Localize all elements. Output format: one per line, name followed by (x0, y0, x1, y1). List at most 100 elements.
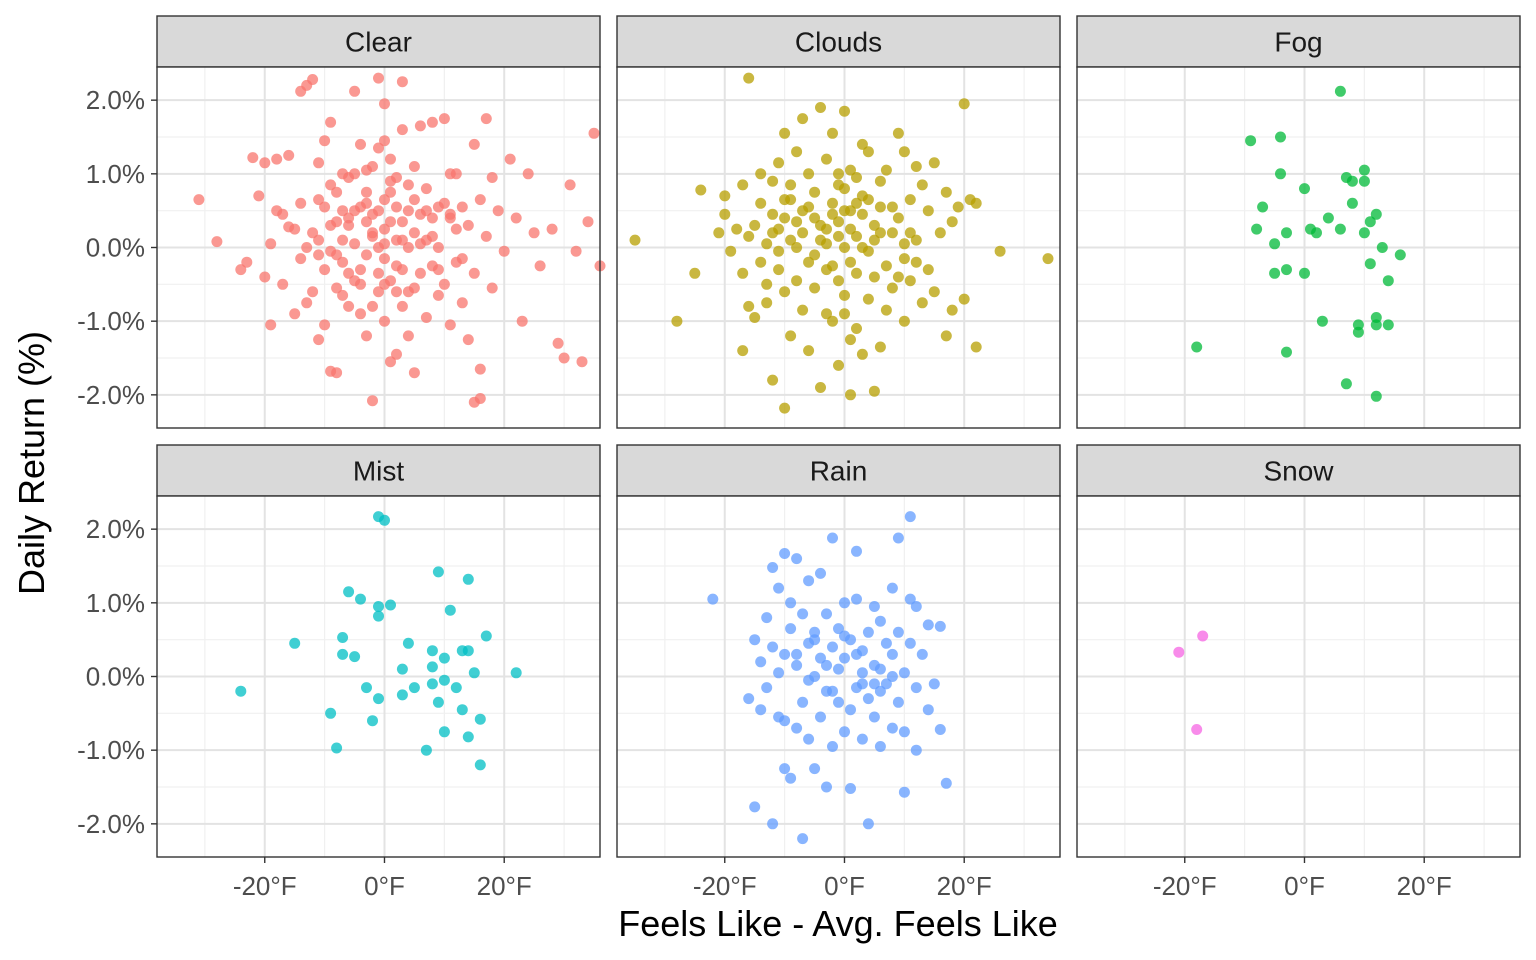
data-point (1197, 630, 1209, 642)
data-point (385, 153, 396, 165)
data-point (325, 219, 337, 231)
data-point (373, 142, 384, 154)
data-point (385, 356, 396, 368)
data-point (289, 308, 301, 320)
facet-strip (616, 15, 1061, 68)
data-point (779, 548, 791, 559)
facet-panel-clear: Clear (156, 15, 606, 429)
data-point (910, 256, 922, 268)
data-point (396, 124, 408, 136)
data-point (856, 208, 868, 220)
data-point (970, 341, 982, 353)
data-point (892, 532, 904, 544)
data-point (313, 334, 325, 346)
data-point (1334, 223, 1346, 235)
data-point (331, 249, 343, 261)
data-point (833, 275, 844, 287)
data-point (934, 724, 946, 735)
data-point (193, 194, 205, 206)
data-point (755, 197, 767, 209)
data-point (426, 116, 438, 128)
data-point (767, 374, 779, 386)
data-point (582, 216, 594, 228)
data-point (468, 267, 480, 279)
data-point (928, 157, 940, 169)
data-point (874, 615, 886, 627)
panel-border (1076, 66, 1521, 429)
data-point (241, 256, 253, 268)
data-point (856, 667, 868, 679)
data-point (1370, 390, 1382, 402)
data-point (1275, 168, 1286, 180)
data-point (420, 744, 432, 756)
data-point (462, 573, 474, 585)
data-point (438, 652, 450, 664)
data-point (265, 238, 277, 250)
data-point (880, 260, 892, 272)
x-tick-label: 0°F (824, 871, 865, 901)
data-point (283, 149, 295, 161)
y-tick-label: 2.0% (86, 514, 145, 544)
data-point (396, 76, 408, 88)
x-tick-label: 20°F (937, 871, 992, 901)
data-point (349, 168, 361, 180)
y-tick-label: -1.0% (77, 306, 145, 336)
data-point (833, 230, 844, 242)
data-point (928, 678, 940, 690)
data-point (373, 267, 384, 279)
data-point (474, 393, 486, 404)
data-point (827, 532, 838, 544)
data-point (504, 153, 516, 165)
x-axis-title: Feels Like - Avg. Feels Like (618, 903, 1058, 944)
y-tick-label: 2.0% (86, 85, 145, 115)
data-point (456, 704, 468, 716)
data-point (319, 319, 331, 331)
data-point (1316, 315, 1328, 327)
data-point (402, 242, 414, 253)
data-point (402, 330, 414, 342)
data-point (379, 315, 390, 327)
data-point (797, 833, 809, 845)
data-point (809, 282, 821, 294)
data-point (779, 715, 791, 727)
data-point (480, 113, 492, 125)
data-point (827, 685, 838, 697)
facet-strip-label: Mist (353, 456, 405, 487)
data-point (958, 293, 970, 305)
data-point (815, 652, 826, 664)
data-point (851, 267, 862, 279)
data-point (588, 127, 600, 139)
data-point (1173, 646, 1185, 658)
data-point (379, 223, 390, 235)
data-point (803, 345, 815, 357)
data-point (910, 234, 922, 246)
facet-strip-label: Clear (345, 27, 412, 58)
data-point (874, 201, 886, 213)
data-point (892, 127, 904, 139)
data-point (886, 671, 898, 682)
facet-panel-snow: Snow (1076, 444, 1521, 858)
data-point (426, 230, 438, 242)
data-point (361, 682, 372, 694)
data-point (695, 184, 707, 196)
data-point (313, 194, 325, 206)
data-point (839, 289, 850, 301)
data-point (396, 264, 408, 276)
data-point (952, 201, 964, 213)
data-point (307, 227, 319, 239)
data-point (438, 674, 450, 686)
data-point (426, 212, 438, 224)
facet-strip-label: Fog (1274, 27, 1322, 58)
data-point (253, 190, 265, 202)
data-point (910, 682, 922, 694)
data-point (833, 696, 844, 708)
data-point (886, 282, 898, 294)
data-point (868, 234, 880, 246)
data-point (904, 511, 916, 523)
data-point (402, 286, 414, 298)
data-point (886, 648, 898, 660)
data-point (886, 722, 898, 734)
data-point (1257, 201, 1269, 213)
data-point (761, 278, 773, 290)
